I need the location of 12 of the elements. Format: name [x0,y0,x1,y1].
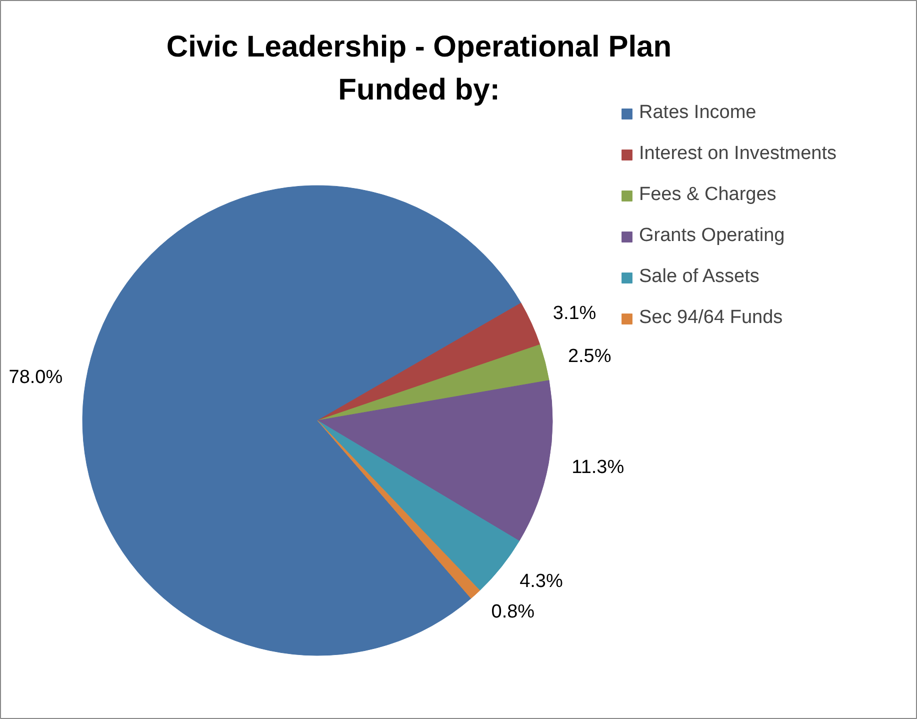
legend-label: Sec 94/64 Funds [639,307,783,329]
legend-label: Grants Operating [639,225,785,247]
data-label: 0.8% [491,601,535,622]
data-label: 4.3% [520,571,563,592]
data-label: 11.3% [572,457,624,478]
legend-label: Sale of Assets [639,266,760,288]
legend-label: Fees & Charges [639,184,776,206]
legend-label: Interest on Investments [639,143,836,165]
legend-label: Rates Income [639,102,756,124]
data-label: 2.5% [568,346,612,367]
data-label: 3.1% [552,303,596,324]
data-label: 78.0% [8,366,63,388]
